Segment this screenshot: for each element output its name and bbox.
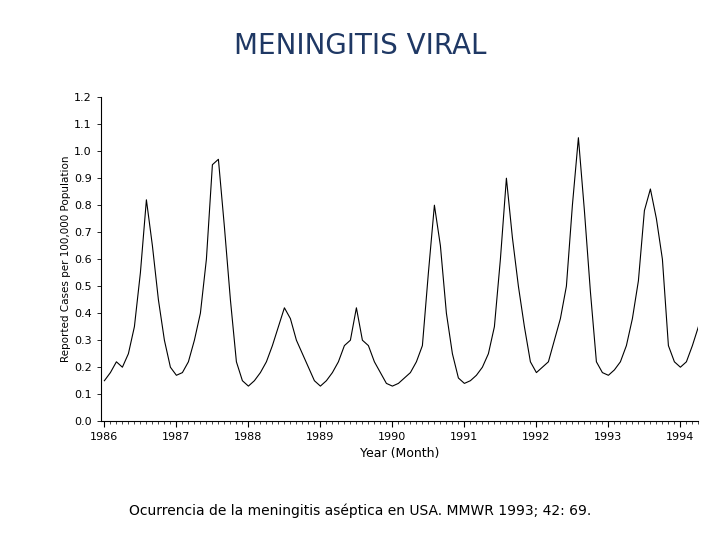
Y-axis label: Reported Cases per 100,000 Population: Reported Cases per 100,000 Population xyxy=(61,156,71,362)
Text: MENINGITIS VIRAL: MENINGITIS VIRAL xyxy=(234,32,486,60)
X-axis label: Year (Month): Year (Month) xyxy=(360,447,439,460)
Text: Ocurrencia de la meningitis aséptica en USA. MMWR 1993; 42: 69.: Ocurrencia de la meningitis aséptica en … xyxy=(129,504,591,518)
